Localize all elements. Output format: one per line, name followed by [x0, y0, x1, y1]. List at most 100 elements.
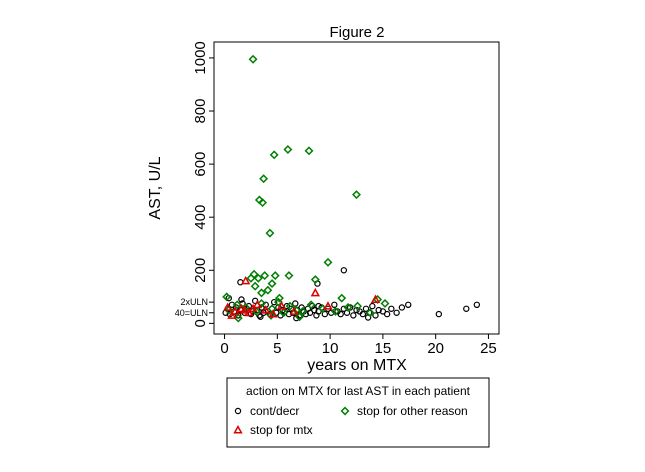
- data-point-circle: [463, 305, 470, 312]
- legend-marker-diamond: [340, 406, 350, 416]
- data-point-circle: [393, 309, 400, 316]
- data-point-diamond: [306, 300, 316, 310]
- x-axis-title: years on MTX: [307, 357, 407, 374]
- data-point-diamond: [232, 300, 242, 310]
- y-tick-label: 800: [192, 99, 209, 124]
- plot-area-frame: [213, 41, 500, 335]
- x-tick-label: 20: [427, 340, 444, 357]
- data-point-diamond: [260, 271, 270, 281]
- y-tick-label: 200: [192, 258, 209, 283]
- legend-label: stop for other reason: [357, 404, 468, 418]
- data-point-triangle: [239, 305, 250, 314]
- data-point-diamond: [337, 293, 347, 303]
- data-point-circle: [375, 306, 382, 314]
- data-point-triangle: [252, 299, 262, 309]
- data-point-diamond: [250, 281, 260, 291]
- data-point-triangle: [323, 301, 333, 310]
- data-point-diamond: [353, 301, 363, 311]
- data-point-diamond: [267, 279, 277, 289]
- data-point-circle: [331, 301, 338, 308]
- data-point-circle: [435, 310, 443, 318]
- data-point-circle: [346, 304, 354, 311]
- legend-label: stop for mtx: [250, 423, 313, 437]
- x-tick-label: 5: [273, 340, 281, 357]
- y-axis: 0 200 400 600 800 1000: [192, 41, 214, 328]
- data-point-diamond: [257, 299, 266, 308]
- data-point-diamond: [253, 273, 263, 283]
- y-tick-label: 1000: [192, 41, 209, 74]
- data-point-circle: [369, 302, 376, 310]
- legend-title: action on MTX for last AST in each patie…: [246, 384, 471, 398]
- reference-line-label: 2xULN: [180, 297, 208, 307]
- data-point-triangle: [240, 275, 251, 285]
- x-tick-label: 25: [480, 340, 497, 357]
- data-point-circle: [388, 305, 395, 312]
- data-point-diamond: [343, 302, 353, 312]
- data-point-diamond: [295, 312, 304, 322]
- data-point-circle: [350, 312, 357, 319]
- y-tick-label: 600: [192, 152, 209, 177]
- data-point-diamond: [380, 299, 390, 308]
- data-point-circle: [321, 310, 329, 318]
- y-tick-label: 400: [192, 205, 209, 230]
- data-point-diamond: [257, 288, 266, 298]
- data-point-triangle: [268, 309, 278, 318]
- data-point-diamond: [269, 150, 279, 160]
- data-point-diamond: [273, 297, 283, 307]
- data-points: [222, 54, 481, 323]
- data-point-triangle: [230, 306, 240, 315]
- data-point-circle: [372, 312, 379, 319]
- data-point-circle: [362, 305, 370, 312]
- reference-line-label: 40=ULN: [175, 308, 208, 318]
- data-point-circle: [340, 267, 348, 274]
- data-point-diamond: [279, 308, 289, 318]
- data-point-triangle: [289, 306, 299, 315]
- y-tick-label: 0: [192, 319, 209, 327]
- data-point-circle: [359, 310, 367, 318]
- legend: action on MTX for last AST in each patie…: [226, 377, 490, 448]
- data-point-diamond: [274, 293, 284, 303]
- data-point-diamond: [263, 285, 273, 295]
- data-point-circle: [257, 313, 264, 320]
- data-point-diamond: [258, 198, 268, 208]
- y-axis-title: AST, U/L: [147, 156, 164, 219]
- data-point-circle: [337, 310, 344, 318]
- data-point-diamond: [222, 292, 232, 302]
- data-point-diamond: [283, 145, 293, 154]
- legend-box: [226, 377, 490, 448]
- x-axis: 0 5 10 15 20 25: [220, 334, 497, 357]
- data-point-circle: [473, 301, 481, 308]
- data-point-circle: [311, 306, 318, 314]
- data-point-circle: [238, 296, 245, 303]
- data-point-diamond: [233, 313, 243, 323]
- data-point-diamond: [310, 275, 320, 285]
- data-point-diamond: [241, 302, 251, 312]
- data-point-circle: [383, 310, 391, 318]
- data-point-diamond: [248, 54, 258, 64]
- data-point-diamond: [259, 174, 269, 184]
- data-point-triangle: [223, 302, 233, 311]
- x-tick-label: 10: [322, 340, 339, 357]
- data-point-diamond: [365, 308, 375, 318]
- data-point-triangle: [248, 303, 258, 313]
- data-point-diamond: [251, 306, 261, 316]
- legend-marker-circle: [234, 407, 242, 415]
- data-point-triangle: [276, 301, 287, 310]
- x-tick-label: 15: [375, 340, 392, 357]
- data-point-diamond: [246, 273, 256, 283]
- data-point-diamond: [323, 257, 333, 267]
- data-point-diamond: [330, 306, 340, 316]
- data-point-circle: [398, 304, 406, 311]
- data-point-triangle: [261, 305, 271, 314]
- data-point-circle: [292, 300, 299, 307]
- chart-title: Figure 2: [329, 24, 384, 41]
- data-point-diamond: [265, 228, 275, 238]
- data-point-triangle: [227, 310, 237, 319]
- data-point-diamond: [298, 306, 308, 316]
- data-point-circle: [270, 298, 278, 306]
- data-point-diamond: [266, 310, 276, 320]
- x-tick-label: 0: [220, 340, 228, 357]
- data-point-circle: [405, 301, 412, 308]
